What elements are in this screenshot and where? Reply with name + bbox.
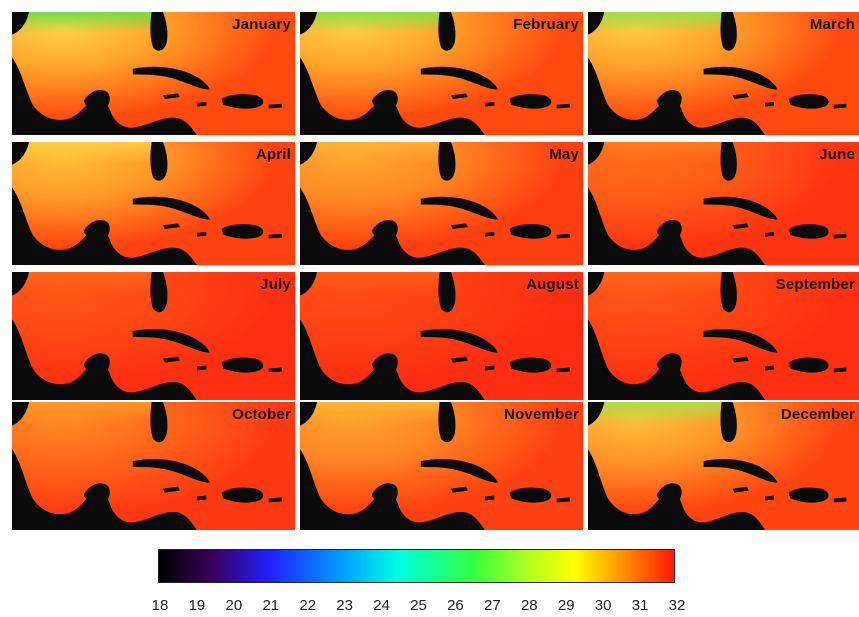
month-label: January <box>232 16 291 33</box>
sst-map-october <box>12 402 295 530</box>
colorbar-tick-label: 25 <box>410 597 427 614</box>
sst-map-june <box>588 142 859 265</box>
colorbar-tick-label: 32 <box>668 597 686 614</box>
colorbar-tick-label: 22 <box>299 597 317 614</box>
month-panel-december: December <box>588 402 859 530</box>
month-label: August <box>526 276 579 293</box>
sst-map-july <box>12 272 295 400</box>
month-panel-february: February <box>300 12 583 135</box>
month-label: December <box>780 406 855 423</box>
month-label: October <box>232 406 291 423</box>
month-label: September <box>775 276 855 293</box>
colorbar-tick-label: 26 <box>447 597 464 614</box>
colorbar-tick-label: 21 <box>262 597 280 614</box>
sst-map-september <box>588 272 859 400</box>
month-panel-october: October <box>12 402 295 530</box>
colorbar <box>158 549 675 583</box>
month-label: July <box>260 276 291 293</box>
sst-map-february <box>300 12 583 135</box>
colorbar-tick-label: 19 <box>188 597 206 614</box>
sst-map-march <box>588 12 859 135</box>
colorbar-tick-label: 23 <box>336 597 353 614</box>
colorbar-tick-label: 30 <box>594 597 612 614</box>
month-panel-august: August <box>300 272 583 400</box>
colorbar-tick-label: 31 <box>631 597 649 614</box>
colorbar-tick-label: 28 <box>520 597 538 614</box>
month-label: February <box>513 16 579 33</box>
month-panel-january: January <box>12 12 295 135</box>
month-panel-may: May <box>300 142 583 265</box>
month-panel-september: September <box>588 272 859 400</box>
month-label: May <box>549 146 579 163</box>
month-label: November <box>504 406 579 423</box>
colorbar-tick-label: 27 <box>484 597 501 614</box>
colorbar-tick-label: 18 <box>151 597 169 614</box>
month-panel-june: June <box>588 142 859 265</box>
month-label: March <box>809 16 855 33</box>
colorbar-tick-label: 29 <box>557 597 575 614</box>
sst-map-may <box>300 142 583 265</box>
month-panel-july: July <box>12 272 295 400</box>
month-panel-april: April <box>12 142 295 265</box>
sst-map-december <box>588 402 859 530</box>
month-label: April <box>255 146 291 163</box>
sst-map-april <box>12 142 295 265</box>
sst-map-november <box>300 402 583 530</box>
sst-map-january <box>12 12 295 135</box>
sst-map-august <box>300 272 583 400</box>
colorbar-tick-label: 24 <box>373 597 390 614</box>
month-panel-november: November <box>300 402 583 530</box>
month-label: June <box>819 146 855 163</box>
month-panel-march: March <box>588 12 859 135</box>
colorbar-tick-label: 20 <box>225 597 243 614</box>
